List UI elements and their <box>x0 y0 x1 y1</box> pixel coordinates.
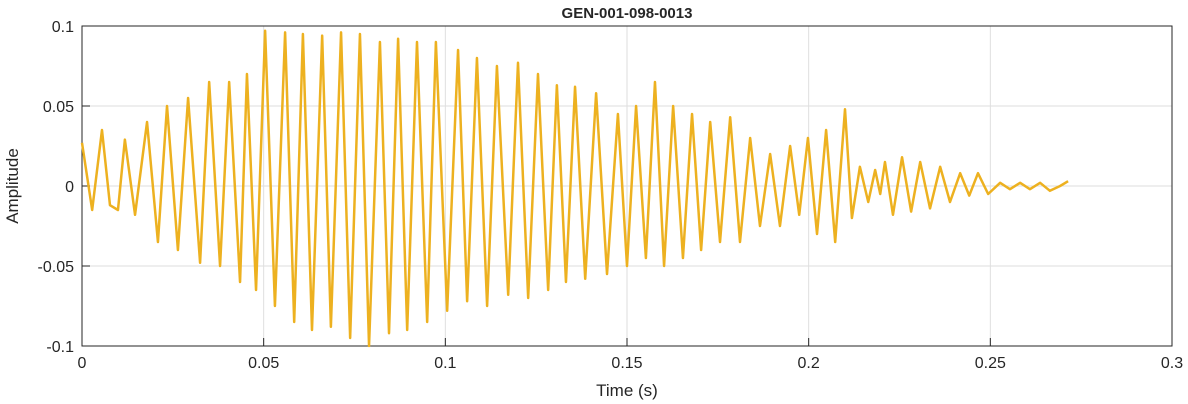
x-tick-label: 0.3 <box>1161 355 1183 372</box>
x-axis-label: Time (s) <box>596 381 658 400</box>
chart-title: GEN-001-098-0013 <box>562 5 693 22</box>
data-line <box>80 29 1069 348</box>
y-tick-label: -0.05 <box>38 259 75 276</box>
x-tick-label: 0 <box>78 355 87 372</box>
x-tick-label: 0.15 <box>611 355 642 372</box>
plot-frame <box>81 25 1173 347</box>
y-tick-label: 0.05 <box>43 99 74 116</box>
y-tick-label: 0 <box>65 179 74 196</box>
x-tick-label: 0.25 <box>975 355 1006 372</box>
y-axis-label: Amplitude <box>3 148 22 224</box>
x-tick-label: 0.1 <box>434 355 456 372</box>
y-tick-label: 0.1 <box>52 19 74 36</box>
y-tick-label: -0.1 <box>46 339 74 356</box>
x-tick-label: 0.05 <box>248 355 279 372</box>
x-tick-label: 0.2 <box>798 355 820 372</box>
